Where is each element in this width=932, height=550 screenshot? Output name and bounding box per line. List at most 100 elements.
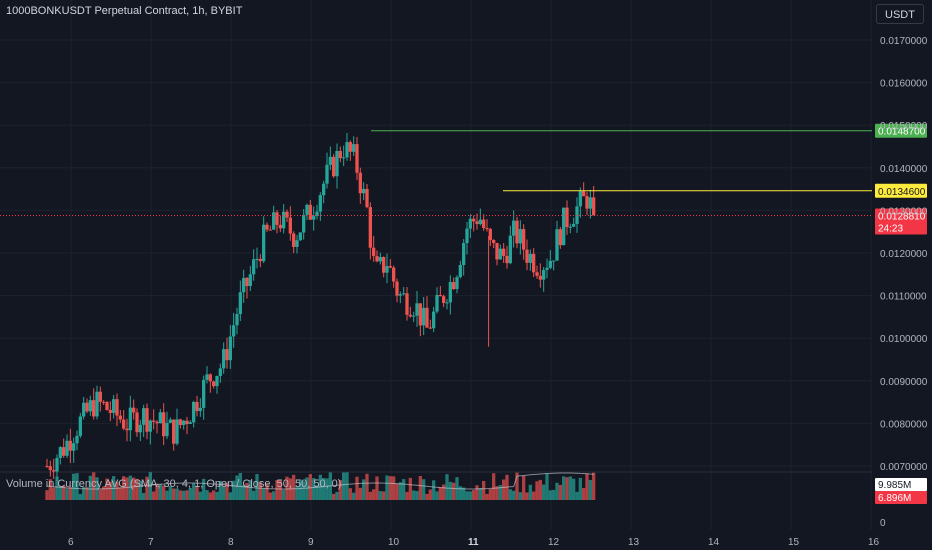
candle-body bbox=[378, 257, 382, 262]
candle-body bbox=[542, 269, 546, 280]
volume-bar bbox=[268, 492, 272, 500]
candle-body bbox=[508, 235, 512, 264]
volume-bar bbox=[135, 478, 139, 500]
candle-body bbox=[472, 218, 476, 222]
candle-body bbox=[318, 195, 322, 212]
candle-body bbox=[68, 440, 72, 451]
volume-bar bbox=[45, 490, 49, 500]
candle-body bbox=[395, 281, 399, 296]
candle-body bbox=[405, 293, 409, 315]
candle-body bbox=[268, 229, 272, 231]
volume-bar bbox=[172, 488, 176, 500]
volume-bar bbox=[558, 484, 562, 500]
volume-bar bbox=[478, 488, 482, 500]
volume-bar bbox=[68, 487, 72, 500]
candle-body bbox=[182, 420, 186, 425]
volume-bar bbox=[492, 473, 496, 500]
volume-bar bbox=[452, 482, 456, 500]
candle-body bbox=[462, 243, 466, 266]
volume-bar bbox=[408, 477, 412, 500]
currency-button[interactable]: USDT bbox=[876, 4, 924, 24]
volume-bar bbox=[535, 481, 539, 500]
volume-bar bbox=[282, 489, 286, 500]
candle-body bbox=[338, 151, 342, 159]
volume-bar bbox=[515, 472, 519, 500]
candle-body bbox=[432, 311, 436, 329]
volume-bar bbox=[125, 477, 129, 500]
volume-bar bbox=[202, 478, 206, 500]
volume-bar bbox=[398, 482, 402, 500]
candle-body bbox=[315, 211, 319, 216]
volume-bar bbox=[302, 481, 306, 500]
volume-bar bbox=[568, 476, 572, 500]
candle-body bbox=[592, 197, 596, 216]
volume-bar bbox=[105, 478, 109, 500]
candle-body bbox=[168, 419, 172, 423]
candle-body bbox=[235, 314, 239, 326]
candle-body bbox=[368, 207, 372, 248]
volume-bar bbox=[512, 490, 516, 500]
volume-bar bbox=[445, 474, 449, 500]
volume-bar bbox=[422, 479, 426, 500]
candle-body bbox=[132, 407, 136, 413]
volume-bar bbox=[518, 492, 522, 500]
volume-bar bbox=[228, 492, 232, 500]
candle-body bbox=[145, 408, 149, 432]
y-tick-label: 0.0110000 bbox=[880, 292, 927, 303]
volume-bar bbox=[362, 479, 366, 500]
candle-body bbox=[78, 416, 82, 436]
candle-body bbox=[545, 267, 549, 270]
candle-body bbox=[108, 409, 112, 413]
candle-body bbox=[358, 172, 362, 194]
volume-bar bbox=[352, 492, 356, 500]
candle-body bbox=[325, 164, 329, 184]
candle-body bbox=[402, 293, 406, 295]
volume-bar bbox=[418, 476, 422, 500]
candle-body bbox=[445, 302, 449, 304]
candle-body bbox=[478, 219, 482, 225]
candle-body bbox=[175, 419, 179, 444]
candle-body bbox=[218, 368, 222, 376]
volume-bar bbox=[475, 485, 479, 500]
volume-bar bbox=[92, 472, 96, 500]
candle-body bbox=[125, 428, 129, 431]
candle-body bbox=[512, 220, 516, 236]
volume-bar bbox=[392, 476, 396, 500]
candle-body bbox=[322, 183, 326, 196]
volume-axis-zero: 0 bbox=[880, 518, 886, 529]
current-price-tag bbox=[875, 208, 927, 235]
x-tick-label: 7 bbox=[148, 537, 154, 548]
volume-bar bbox=[52, 487, 56, 500]
volume-bar bbox=[578, 477, 582, 500]
volume-bar bbox=[305, 477, 309, 500]
volume-bar bbox=[348, 488, 352, 500]
candle-body bbox=[568, 226, 572, 228]
candle-body bbox=[505, 255, 509, 264]
candle-body bbox=[228, 336, 232, 361]
candle-body bbox=[362, 188, 366, 194]
x-tick-label: 9 bbox=[308, 537, 314, 548]
candle-body bbox=[452, 282, 456, 290]
candle-body bbox=[128, 407, 132, 431]
volume-bar bbox=[102, 486, 106, 500]
volume-bar bbox=[508, 489, 512, 500]
volume-bar bbox=[155, 483, 159, 500]
volume-bar bbox=[128, 475, 132, 500]
volume-bar bbox=[85, 487, 89, 500]
candle-body bbox=[288, 217, 292, 234]
candle-body bbox=[308, 204, 312, 220]
volume-bar bbox=[448, 481, 452, 500]
candle-body bbox=[202, 379, 206, 408]
y-tick-label: 0.0070000 bbox=[880, 462, 928, 473]
candle-body bbox=[348, 142, 352, 152]
volume-tag-red bbox=[875, 491, 927, 504]
volume-bar bbox=[242, 485, 246, 500]
volume-bar bbox=[208, 492, 212, 500]
volume-bar bbox=[555, 482, 559, 500]
candle-body bbox=[448, 282, 452, 303]
volume-bar bbox=[48, 479, 52, 500]
candle-body bbox=[412, 315, 416, 317]
volume-bar bbox=[458, 486, 462, 500]
volume-bar bbox=[225, 482, 229, 500]
